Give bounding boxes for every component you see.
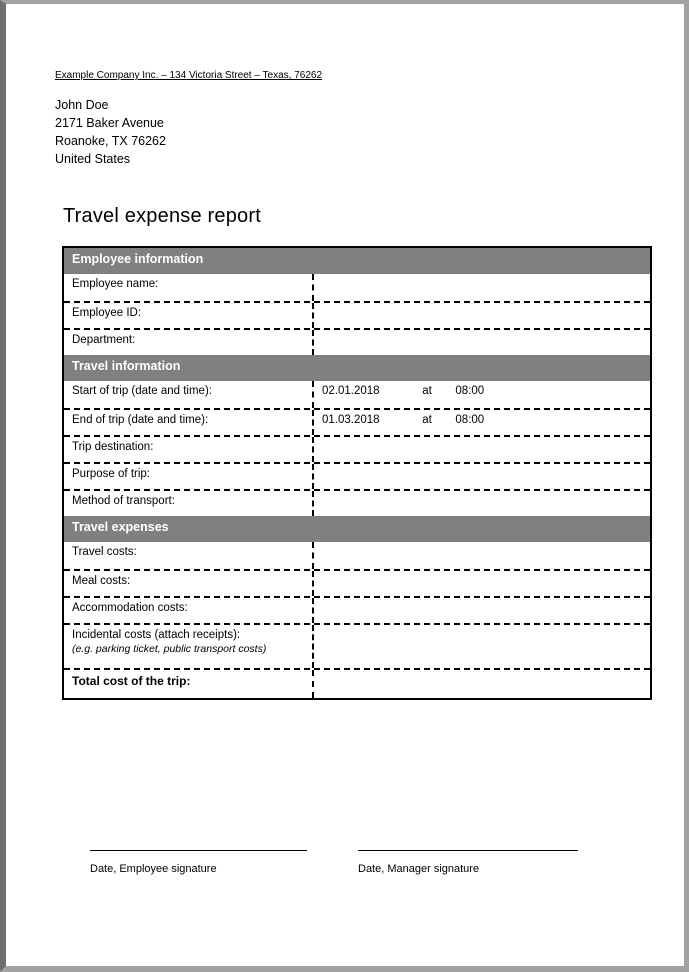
recipient-country: United States (55, 152, 131, 166)
row-meal-costs: Meal costs: (64, 569, 650, 596)
section-travel-information-rows: Start of trip (date and time): 02.01.201… (64, 381, 650, 516)
document-page: Example Company Inc. – 134 Victoria Stre… (6, 4, 684, 875)
method-of-transport-label: Method of transport: (72, 495, 175, 507)
incidental-costs-label-sub: (e.g. parking ticket, public transport c… (72, 643, 267, 655)
recipient-address-block: John Doe 2171 Baker Avenue Roanoke, TX 7… (55, 96, 654, 168)
trip-destination-field[interactable] (312, 437, 650, 462)
department-field[interactable] (312, 330, 650, 355)
recipient-street: 2171 Baker Avenue (55, 116, 164, 130)
trip-destination-label: Trip destination: (72, 441, 154, 453)
employee-id-field[interactable] (312, 303, 650, 328)
section-header-travel-expenses: Travel expenses (64, 516, 650, 542)
document-title: Travel expense report (63, 205, 261, 227)
section-header-travel-information: Travel information (64, 355, 650, 381)
employee-id-label: Employee ID: (72, 307, 142, 319)
manager-signature-label: Date, Manager signature (358, 863, 480, 875)
section-header-employee-information: Employee information (64, 248, 650, 274)
total-cost-field[interactable] (312, 670, 650, 698)
company-letterhead: Example Company Inc. – 134 Victoria Stre… (55, 70, 323, 81)
employee-signature-block: Date, Employee signature (90, 850, 307, 875)
incidental-costs-label: Incidental costs (attach receipts): (e.g… (64, 625, 312, 668)
travel-costs-label: Travel costs: (72, 546, 137, 558)
trip-start-label: Start of trip (date and time): (72, 385, 212, 397)
row-total-cost: Total cost of the trip: (64, 668, 650, 698)
row-purpose-of-trip: Purpose of trip: (64, 462, 650, 489)
row-travel-costs: Travel costs: (64, 542, 650, 569)
purpose-of-trip-label: Purpose of trip: (72, 468, 150, 480)
row-trip-destination: Trip destination: (64, 435, 650, 462)
trip-end-at-label: at (422, 414, 432, 426)
total-cost-label: Total cost of the trip: (72, 674, 191, 688)
recipient-city: Roanoke, TX 76262 (55, 134, 166, 148)
employee-name-label: Employee name: (72, 278, 159, 290)
trip-start-at-label: at (422, 385, 432, 397)
employee-signature-label: Date, Employee signature (90, 863, 217, 875)
department-label: Department: (72, 334, 136, 346)
row-incidental-costs: Incidental costs (attach receipts): (e.g… (64, 623, 650, 668)
manager-signature-block: Date, Manager signature (358, 850, 578, 875)
signature-area: Date, Employee signature Date, Manager s… (90, 850, 654, 875)
row-employee-name: Employee name: (64, 274, 650, 301)
travel-costs-field[interactable] (312, 542, 650, 569)
trip-start-time[interactable]: 08:00 (455, 385, 485, 397)
trip-start-date[interactable]: 02.01.2018 (322, 385, 380, 397)
trip-end-date[interactable]: 01.03.2018 (322, 414, 380, 426)
row-employee-id: Employee ID: (64, 301, 650, 328)
incidental-costs-field[interactable] (312, 625, 650, 668)
row-method-of-transport: Method of transport: (64, 489, 650, 516)
meal-costs-field[interactable] (312, 571, 650, 596)
employee-name-field[interactable] (312, 274, 650, 301)
row-trip-end: End of trip (date and time): 01.03.2018 … (64, 408, 650, 435)
manager-signature-line (358, 850, 578, 851)
meal-costs-label: Meal costs: (72, 575, 131, 587)
trip-end-label: End of trip (date and time): (72, 414, 209, 426)
trip-end-time[interactable]: 08:00 (455, 414, 485, 426)
expense-form-table: Employee information Employee name: Empl… (62, 246, 652, 700)
recipient-name: John Doe (55, 98, 109, 112)
incidental-costs-label-main: Incidental costs (attach receipts): (72, 629, 241, 641)
accommodation-costs-field[interactable] (312, 598, 650, 623)
purpose-of-trip-field[interactable] (312, 464, 650, 489)
trip-end-field[interactable]: 01.03.2018 at 08:00 (312, 410, 650, 435)
row-accommodation-costs: Accommodation costs: (64, 596, 650, 623)
section-travel-expenses-rows: Travel costs: Meal costs: Accommodation … (64, 542, 650, 698)
row-department: Department: (64, 328, 650, 355)
method-of-transport-field[interactable] (312, 491, 650, 516)
row-trip-start: Start of trip (date and time): 02.01.201… (64, 381, 650, 408)
employee-signature-line (90, 850, 307, 851)
accommodation-costs-label: Accommodation costs: (72, 602, 188, 614)
section-employee-information-rows: Employee name: Employee ID: Department: (64, 274, 650, 355)
trip-start-field[interactable]: 02.01.2018 at 08:00 (312, 381, 650, 408)
